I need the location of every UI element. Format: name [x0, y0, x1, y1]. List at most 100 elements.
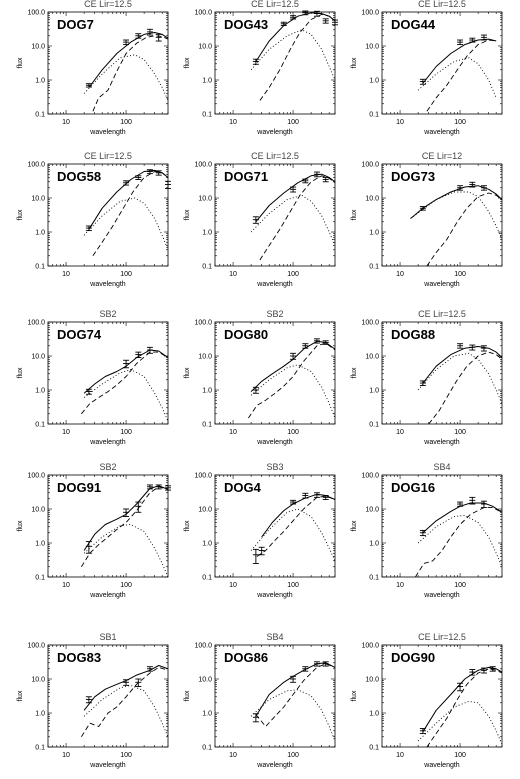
y-tick-label: 100.0	[27, 320, 45, 327]
sed-panel-dog71: CE Lir=12.5 0.1 1.0 10.0 100.0 10 100 wavelengt…	[179, 146, 351, 296]
model-curve-dotted	[250, 194, 335, 246]
data-point	[290, 186, 297, 193]
y-tick-label: 1.0	[35, 78, 45, 85]
y-tick-label: 10.0	[198, 677, 212, 684]
sed-plot: CE Lir=12.5 0.1 1.0 10.0 100.0 10 100 wavelengt…	[184, 151, 336, 288]
y-tick-label: 1.0	[35, 388, 45, 395]
model-curve-dashed	[426, 39, 497, 112]
data-point	[155, 33, 162, 42]
data-point	[313, 10, 320, 17]
x-tick-label: 10	[62, 271, 70, 278]
y-tick-label: 100.0	[194, 162, 212, 169]
x-tick-label: 100	[287, 119, 299, 126]
y-tick-label: 10.0	[31, 354, 45, 361]
x-axis-label: wavelength	[256, 129, 293, 136]
y-tick-label: 1.0	[202, 78, 212, 85]
sed-panel-dog88: CE Lir=12.5 0.1 1.0 10.0 100.0 10 100 wavelengt…	[346, 304, 518, 454]
model-curve-solid	[261, 493, 335, 538]
y-tick-label: 1.0	[369, 541, 379, 548]
model-curve-dashed	[415, 507, 502, 577]
y-tick-label: 10.0	[31, 44, 45, 51]
model-label: CE Lir=12.5	[418, 309, 466, 319]
y-axis-label: flux	[17, 209, 24, 220]
y-tick-label: 100.0	[194, 643, 212, 650]
model-curve-dotted	[417, 514, 502, 567]
x-tick-label: 100	[120, 582, 132, 589]
data-point	[457, 343, 464, 349]
sed-plot: SB2 0.1 1.0 10.0 100.0 10 100 wavelength flux DOG…	[184, 309, 336, 446]
model-curve-dotted	[250, 508, 335, 561]
y-tick-label: 10.0	[198, 196, 212, 203]
y-tick-label: 10.0	[365, 677, 379, 684]
model-label: SB2	[99, 309, 116, 319]
data-point	[252, 386, 259, 394]
model-label: CE Lir=12	[422, 151, 462, 161]
x-axis-label: wavelength	[256, 281, 293, 288]
y-tick-label: 10.0	[31, 507, 45, 514]
source-name-label: DOG58	[57, 169, 101, 184]
x-tick-label: 10	[229, 271, 237, 278]
model-curve-solid	[422, 346, 502, 384]
sed-panel-dog16: SB4 0.1 1.0 10.0 100.0 10 100 wavelength flux DOG…	[346, 457, 518, 607]
data-point	[469, 669, 476, 676]
data-point	[85, 388, 92, 395]
data-point	[146, 28, 153, 36]
y-axis-label: flux	[351, 690, 358, 701]
model-curve-dashed	[256, 495, 335, 557]
y-tick-label: 100.0	[361, 320, 379, 327]
x-tick-label: 10	[62, 752, 70, 759]
data-point	[480, 500, 487, 509]
data-point	[322, 661, 329, 667]
sed-panel-dog86: SB4 0.1 1.0 10.0 100.0 10 100 wavelength flux DOG…	[179, 627, 351, 777]
y-tick-label: 0.1	[202, 264, 212, 271]
y-axis-label: flux	[351, 209, 358, 220]
x-tick-label: 10	[62, 119, 70, 126]
data-point	[135, 351, 142, 359]
x-tick-label: 10	[396, 119, 404, 126]
model-curve-dotted	[250, 29, 335, 81]
x-axis-label: wavelength	[423, 281, 460, 288]
sed-panel-dog73: CE Lir=12 0.1 1.0 10.0 100.0 10 100 wavelength f…	[346, 146, 518, 296]
model-curve-solid	[422, 38, 497, 84]
y-axis-label: flux	[351, 520, 358, 531]
data-point	[322, 177, 329, 183]
sed-plot: CE Lir=12.5 0.1 1.0 10.0 100.0 10 100 wavelengt…	[17, 0, 169, 136]
data-point	[252, 216, 259, 224]
source-name-label: DOG86	[224, 650, 268, 665]
data-point	[85, 696, 92, 704]
model-label: SB1	[99, 632, 116, 642]
model-curve-dotted	[250, 689, 335, 742]
data-point	[322, 18, 329, 24]
model-curve-dashed	[81, 351, 168, 415]
x-tick-label: 10	[396, 752, 404, 759]
y-tick-label: 1.0	[35, 711, 45, 718]
model-label: SB2	[99, 462, 116, 472]
y-tick-label: 0.1	[35, 745, 45, 752]
y-tick-label: 1.0	[369, 711, 379, 718]
y-tick-label: 0.1	[202, 745, 212, 752]
model-label: SB3	[266, 462, 283, 472]
model-curve-dashed	[92, 35, 168, 112]
source-name-label: DOG80	[224, 327, 268, 342]
model-curve-dashed	[426, 668, 502, 747]
model-label: SB4	[266, 632, 283, 642]
x-tick-label: 10	[62, 582, 70, 589]
data-point	[419, 206, 426, 211]
x-axis-label: wavelength	[256, 439, 293, 446]
y-axis-label: flux	[351, 367, 358, 378]
y-axis-label: flux	[184, 520, 191, 531]
source-name-label: DOG90	[391, 650, 435, 665]
y-tick-label: 100.0	[194, 320, 212, 327]
data-point	[135, 678, 142, 687]
model-curve-solid	[255, 662, 335, 717]
data-point	[419, 78, 426, 85]
model-curve-dotted	[417, 700, 502, 745]
sed-panel-dog91: SB2 0.1 1.0 10.0 100.0 10 100 wavelength flux DOG…	[12, 457, 184, 607]
data-point	[469, 496, 476, 505]
y-axis-label: flux	[351, 57, 358, 68]
data-point	[457, 185, 464, 191]
y-tick-label: 1.0	[369, 230, 379, 237]
y-tick-label: 1.0	[202, 541, 212, 548]
y-tick-label: 0.1	[202, 422, 212, 429]
y-tick-label: 0.1	[202, 112, 212, 119]
